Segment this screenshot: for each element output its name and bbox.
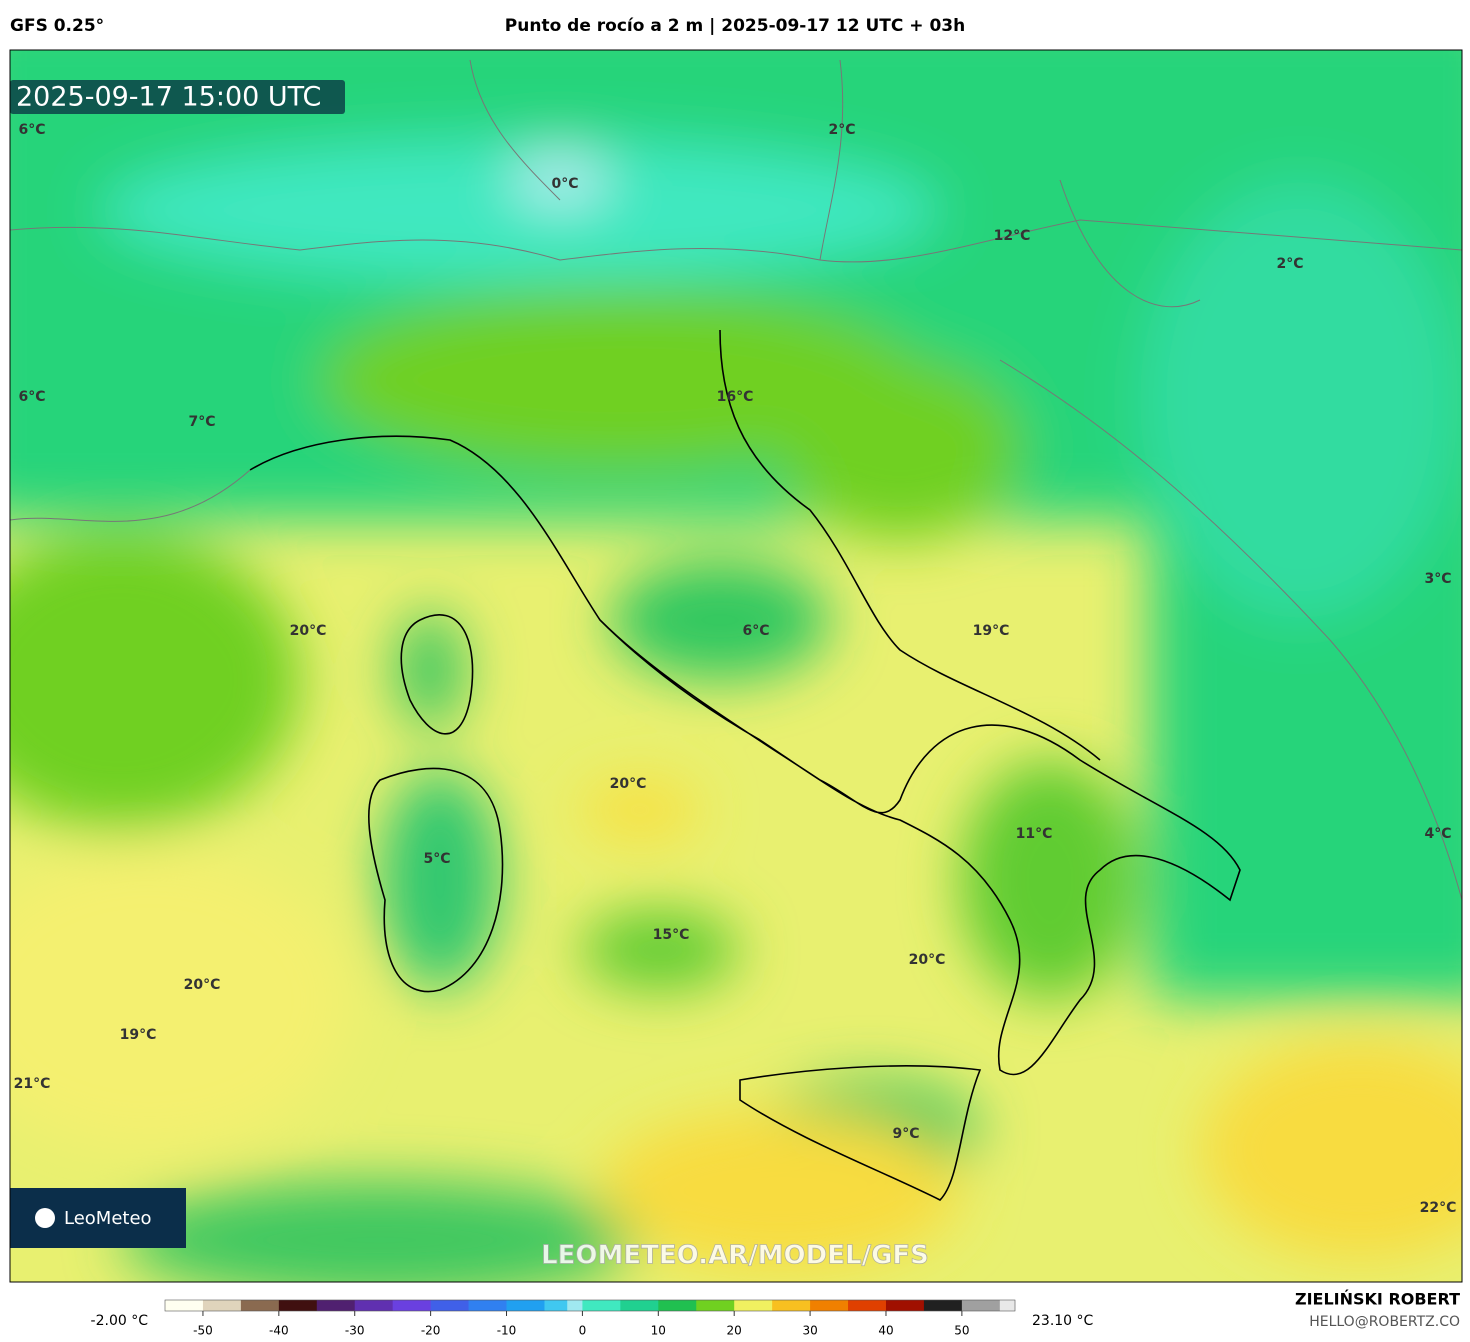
map-label: 2°C — [828, 122, 855, 138]
colorbar-max: 23.10 °C — [1032, 1313, 1094, 1329]
map-label: 0°C — [551, 176, 578, 192]
colorbar-segment — [620, 1300, 659, 1311]
map-timestamp: 2025-09-17 15:00 UTC — [16, 82, 321, 113]
logo: LeoMeteo — [64, 1208, 152, 1229]
colorbar-tick-label: -40 — [269, 1324, 289, 1338]
colorbar-segment — [923, 1300, 963, 1311]
colorbar-segment — [810, 1300, 849, 1311]
colorbar-tick-label: -50 — [193, 1324, 213, 1338]
map-label: 2°C — [1276, 256, 1303, 272]
colorbar-segment — [582, 1300, 621, 1311]
map-frame — [9, 49, 1463, 1283]
colorbar-tick-label: 40 — [878, 1324, 893, 1338]
colorbar-segment — [658, 1300, 697, 1311]
map-label: 21°C — [14, 1076, 51, 1092]
colorbar-min: -2.00 °C — [91, 1313, 149, 1329]
colorbar-segment — [278, 1300, 318, 1311]
map-label: 6°C — [742, 623, 769, 639]
map-label: 4°C — [1424, 826, 1451, 842]
map-label: 12°C — [994, 228, 1031, 244]
colorbar-segment — [316, 1300, 356, 1311]
map-label: 20°C — [909, 952, 946, 968]
map-label: 9°C — [892, 1126, 919, 1142]
colorbar-segment — [961, 1300, 1001, 1311]
watermark: LEOMETEO.AR/MODEL/GFS — [541, 1241, 929, 1271]
colorbar-segment — [354, 1300, 394, 1311]
map-label: 16°C — [717, 389, 754, 405]
map-label: 20°C — [290, 623, 327, 639]
colorbar-segment — [544, 1300, 568, 1311]
logo-sun — [35, 1208, 55, 1228]
colorbar-tick-label: 10 — [651, 1324, 666, 1338]
colorbar-tick-label: 0 — [579, 1324, 587, 1338]
colorbar-segment — [848, 1300, 887, 1311]
colorbar-segment — [202, 1300, 242, 1311]
colorbar-segment — [468, 1300, 508, 1311]
colorbar-frame — [164, 1299, 1016, 1312]
colorbar-tick-label: 20 — [727, 1324, 742, 1338]
colorbar-tick-label: -20 — [421, 1324, 441, 1338]
colorbar-segment — [240, 1300, 280, 1311]
colorbar-tick-label: 50 — [954, 1324, 969, 1338]
colorbar-segment — [885, 1300, 925, 1311]
map-label: 19°C — [973, 623, 1010, 639]
map-label: 19°C — [120, 1027, 157, 1043]
colorbar-tick-label: -10 — [497, 1324, 517, 1338]
map-label: 7°C — [188, 414, 215, 430]
map-label: 11°C — [1016, 826, 1053, 842]
colorbar-segment — [772, 1300, 811, 1311]
map-label: 20°C — [610, 776, 647, 792]
colorbar-segment — [734, 1300, 773, 1311]
map-label: 22°C — [1420, 1200, 1457, 1216]
colorbar-segment — [999, 1300, 1016, 1311]
map-label: 15°C — [653, 927, 690, 943]
colorbar-segment — [696, 1300, 735, 1311]
map-label: 3°C — [1424, 571, 1451, 587]
colorbar-segment — [506, 1300, 545, 1311]
map-label: 6°C — [18, 122, 45, 138]
colorbar-segment — [165, 1300, 204, 1311]
model-name: GFS 0.25° — [10, 16, 104, 36]
colorbar-segment — [430, 1300, 470, 1311]
colorbar-segment — [567, 1300, 583, 1311]
map-title: Punto de rocío a 2 m | 2025-09-17 12 UTC… — [505, 16, 965, 36]
email: HELLO@ROBERTZ.CO — [1309, 1314, 1460, 1330]
map: 2025-09-17 15:00 UTC 6°C 2°C 0°C 12°C 2°C 6°C… — [10, 50, 1462, 1282]
colorbar-tick-label: -30 — [345, 1324, 365, 1338]
colorbar-segment — [392, 1300, 432, 1311]
author: ZIELIŃSKI ROBERT — [1295, 1290, 1460, 1309]
map-label: 6°C — [18, 389, 45, 405]
map-label: 20°C — [184, 977, 221, 993]
colorbar-tick-label: 30 — [802, 1324, 817, 1338]
map-label: 5°C — [423, 851, 450, 867]
